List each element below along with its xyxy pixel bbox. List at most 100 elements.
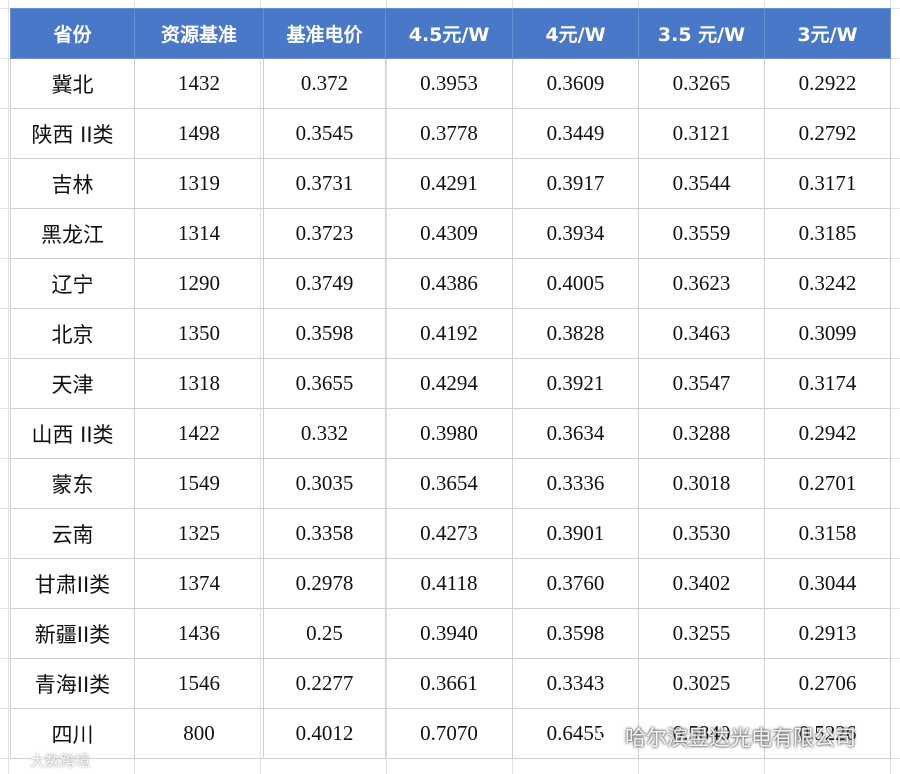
value-cell: 1350 xyxy=(134,308,264,359)
table-row: 四川 800 0.4012 0.7070 0.6455 0.5840 0.5226 xyxy=(10,708,891,759)
value-cell: 0.4294 xyxy=(385,358,513,409)
value-cell: 0.3025 xyxy=(638,658,765,709)
header-cell: 4.5元/W xyxy=(385,8,513,59)
province-cell: 山西 II类 xyxy=(10,408,135,459)
value-cell: 0.3921 xyxy=(512,358,639,409)
value-cell: 0.2978 xyxy=(263,558,386,609)
province-cell: 青海II类 xyxy=(10,658,135,709)
value-cell: 0.2942 xyxy=(764,408,891,459)
value-cell: 0.3934 xyxy=(512,208,639,259)
value-cell: 1374 xyxy=(134,558,264,609)
value-cell: 0.3171 xyxy=(764,158,891,209)
watermark-icon xyxy=(598,725,620,742)
watermark: 哈尔滨昱达光电有限公司 xyxy=(625,726,856,750)
value-cell: 0.3749 xyxy=(263,258,386,309)
value-cell: 0.3598 xyxy=(512,608,639,659)
header-cell: 资源基准 xyxy=(134,8,264,59)
table-row: 天津 1318 0.3655 0.4294 0.3921 0.3547 0.3174 xyxy=(10,358,891,409)
header-cell: 省份 xyxy=(10,8,135,59)
value-cell: 0.3901 xyxy=(512,508,639,559)
value-cell: 0.3336 xyxy=(512,458,639,509)
value-cell: 0.3655 xyxy=(263,358,386,409)
value-cell: 1432 xyxy=(134,58,264,109)
province-cell: 四川 xyxy=(10,708,135,759)
value-cell: 0.3158 xyxy=(764,508,891,559)
value-cell: 1319 xyxy=(134,158,264,209)
watermark: 大数跨境 xyxy=(30,752,91,770)
table-row: 北京 1350 0.3598 0.4192 0.3828 0.3463 0.3099 xyxy=(10,308,891,359)
value-cell: 0.3185 xyxy=(764,208,891,259)
table-row: 冀北 1432 0.372 0.3953 0.3609 0.3265 0.2922 xyxy=(10,58,891,109)
value-cell: 0.2922 xyxy=(764,58,891,109)
value-cell: 0.3545 xyxy=(263,108,386,159)
province-cell: 冀北 xyxy=(10,58,135,109)
value-cell: 0.3402 xyxy=(638,558,765,609)
value-cell: 1549 xyxy=(134,458,264,509)
value-cell: 0.3623 xyxy=(638,258,765,309)
value-cell: 0.5226 xyxy=(764,708,891,759)
table-row: 新疆II类 1436 0.25 0.3940 0.3598 0.3255 0.2913 xyxy=(10,608,891,659)
value-cell: 0.3661 xyxy=(385,658,513,709)
value-cell: 0.4291 xyxy=(385,158,513,209)
table-row: 辽宁 1290 0.3749 0.4386 0.4005 0.3623 0.3242 xyxy=(10,258,891,309)
value-cell: 0.4309 xyxy=(385,208,513,259)
province-cell: 辽宁 xyxy=(10,258,135,309)
value-cell: 0.3044 xyxy=(764,558,891,609)
header-cell: 3元/W xyxy=(764,8,891,59)
value-cell: 0.4012 xyxy=(263,708,386,759)
value-cell: 0.3343 xyxy=(512,658,639,709)
value-cell: 0.4118 xyxy=(385,558,513,609)
table-row: 吉林 1319 0.3731 0.4291 0.3917 0.3544 0.3171 xyxy=(10,158,891,209)
value-cell: 1325 xyxy=(134,508,264,559)
value-cell: 0.4005 xyxy=(512,258,639,309)
value-cell: 0.3760 xyxy=(512,558,639,609)
value-cell: 0.3463 xyxy=(638,308,765,359)
value-cell: 0.3917 xyxy=(512,158,639,209)
value-cell: 0.3265 xyxy=(638,58,765,109)
table-row: 陕西 II类 1498 0.3545 0.3778 0.3449 0.3121 0.2792 xyxy=(10,108,891,159)
table-row: 黑龙江 1314 0.3723 0.4309 0.3934 0.3559 0.3185 xyxy=(10,208,891,259)
value-cell: 800 xyxy=(134,708,264,759)
province-cell: 云南 xyxy=(10,508,135,559)
value-cell: 0.3953 xyxy=(385,58,513,109)
value-cell: 0.2701 xyxy=(764,458,891,509)
value-cell: 0.3547 xyxy=(638,358,765,409)
province-cell: 甘肃II类 xyxy=(10,558,135,609)
province-cell: 陕西 II类 xyxy=(10,108,135,159)
value-cell: 0.7070 xyxy=(385,708,513,759)
value-cell: 0.3940 xyxy=(385,608,513,659)
value-cell: 0.3099 xyxy=(764,308,891,359)
value-cell: 0.3609 xyxy=(512,58,639,109)
value-cell: 0.332 xyxy=(263,408,386,459)
value-cell: 0.3358 xyxy=(263,508,386,559)
table-row: 云南 1325 0.3358 0.4273 0.3901 0.3530 0.3158 xyxy=(10,508,891,559)
value-cell: 0.3544 xyxy=(638,158,765,209)
header-row: 省份 资源基准 基准电价 4.5元/W 4元/W 3.5 元/W 3元/W xyxy=(10,8,891,59)
table-body: 冀北 1432 0.372 0.3953 0.3609 0.3265 0.2922 陕西 II… xyxy=(10,58,891,759)
value-cell: 0.3174 xyxy=(764,358,891,409)
price-table: 省份 资源基准 基准电价 4.5元/W 4元/W 3.5 元/W 3元/W 冀北 1432 0.… xyxy=(10,8,891,759)
value-cell: 0.3255 xyxy=(638,608,765,659)
value-cell: 0.3654 xyxy=(385,458,513,509)
value-cell: 0.3980 xyxy=(385,408,513,459)
value-cell: 0.2706 xyxy=(764,658,891,709)
value-cell: 1436 xyxy=(134,608,264,659)
value-cell: 0.4273 xyxy=(385,508,513,559)
value-cell: 1290 xyxy=(134,258,264,309)
value-cell: 0.2792 xyxy=(764,108,891,159)
value-cell: 1318 xyxy=(134,358,264,409)
value-cell: 1546 xyxy=(134,658,264,709)
header-cell: 4元/W xyxy=(512,8,639,59)
table-row: 蒙东 1549 0.3035 0.3654 0.3336 0.3018 0.2701 xyxy=(10,458,891,509)
value-cell: 0.5840 xyxy=(638,708,765,759)
table-row: 山西 II类 1422 0.332 0.3980 0.3634 0.3288 0.2942 xyxy=(10,408,891,459)
province-cell: 黑龙江 xyxy=(10,208,135,259)
value-cell: 0.3288 xyxy=(638,408,765,459)
value-cell: 1314 xyxy=(134,208,264,259)
province-cell: 蒙东 xyxy=(10,458,135,509)
table-row: 甘肃II类 1374 0.2978 0.4118 0.3760 0.3402 0.3044 xyxy=(10,558,891,609)
table-row: 青海II类 1546 0.2277 0.3661 0.3343 0.3025 0.2706 xyxy=(10,658,891,709)
header-cell: 基准电价 xyxy=(263,8,386,59)
value-cell: 0.3731 xyxy=(263,158,386,209)
